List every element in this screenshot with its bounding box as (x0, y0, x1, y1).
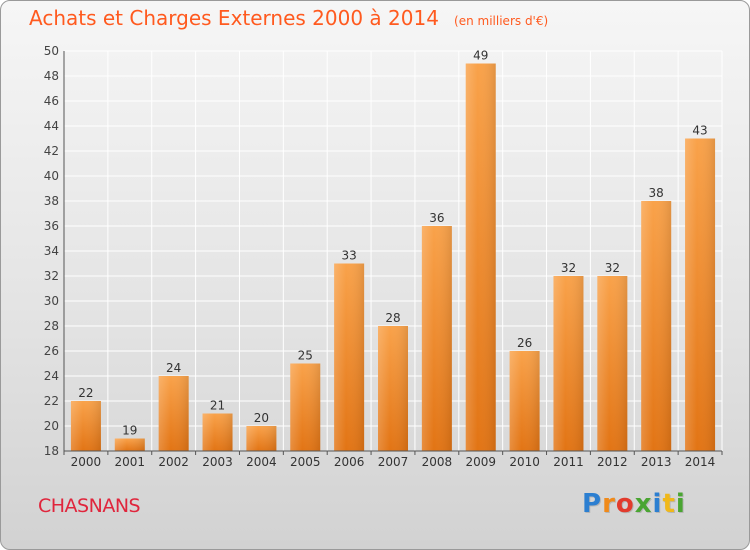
brand-letter: t (662, 489, 676, 519)
chart-subtitle: (en milliers d'€) (454, 14, 549, 28)
y-tick-label: 26 (44, 344, 59, 358)
chart-title: Achats et Charges Externes 2000 à 2014 (29, 6, 439, 30)
x-tick-label: 2001 (115, 455, 146, 469)
bar-shade (158, 376, 189, 451)
x-tick-label: 2013 (641, 455, 672, 469)
bar-value-label: 36 (429, 211, 444, 225)
brand-letter: x (634, 489, 653, 519)
y-tick-label: 22 (44, 394, 59, 408)
bar-shade (597, 276, 628, 451)
y-tick-label: 24 (44, 369, 59, 383)
x-tick-label: 2008 (422, 455, 453, 469)
bar-shade (114, 438, 145, 451)
bar-shade (465, 63, 496, 451)
bar-value-label: 25 (298, 349, 313, 363)
bar-value-label: 26 (517, 336, 532, 350)
brand-letter: r (602, 489, 616, 519)
x-tick-label: 2002 (158, 455, 189, 469)
bar-value-label: 38 (649, 186, 664, 200)
y-tick-label: 28 (44, 319, 59, 333)
bar-value-label: 43 (692, 124, 707, 138)
bar-value-label: 49 (473, 49, 488, 63)
x-tick-label: 2010 (509, 455, 540, 469)
y-tick-label: 50 (44, 44, 59, 58)
bar-shade (509, 351, 540, 451)
bar-shade (202, 413, 233, 451)
axes: 18 20 22 24 26 28 30 32 34 36 38 40 42 44 46 48 50 2000 20… (44, 44, 723, 469)
bar-value-label: 19 (122, 424, 137, 438)
bar-value-label: 28 (385, 311, 400, 325)
y-tick-label: 18 (44, 444, 59, 458)
bar-shade (70, 401, 101, 451)
bar-value-label: 24 (166, 361, 181, 375)
bar-value-label: 32 (605, 261, 620, 275)
x-tick-label: 2011 (553, 455, 584, 469)
x-tick-label: 2000 (71, 455, 102, 469)
brand-letter: o (615, 489, 635, 519)
bar-value-label: 22 (78, 386, 93, 400)
bar-shade (334, 263, 365, 451)
x-tick-label: 2005 (290, 455, 321, 469)
y-tick-label: 48 (44, 69, 59, 83)
bar-shade (290, 363, 321, 451)
brand-letter: P (582, 489, 603, 519)
x-tick-label: 2003 (202, 455, 233, 469)
bar-shade (378, 326, 408, 451)
x-tick-label: 2012 (597, 455, 628, 469)
y-tick-label: 20 (44, 419, 59, 433)
x-tick-label: 2009 (465, 455, 496, 469)
y-tick-label: 34 (44, 244, 59, 258)
x-tick-label: 2014 (685, 455, 716, 469)
y-tick-label: 46 (44, 94, 59, 108)
bar-value-label: 33 (341, 249, 356, 263)
bar-shade (641, 201, 672, 451)
bar-shade (553, 276, 584, 451)
x-tick-label: 2007 (378, 455, 409, 469)
y-tick-label: 36 (44, 219, 59, 233)
y-tick-label: 42 (44, 144, 59, 158)
brand-logo: Proxiti (582, 489, 686, 519)
y-tick-label: 44 (44, 119, 59, 133)
bar-shade (421, 226, 452, 451)
bars: 22 19 24 21 20 25 33 28 36 49 26 32 32 38 43 (70, 49, 716, 451)
bar-shade (246, 426, 277, 451)
x-tick-label: 2004 (246, 455, 277, 469)
x-tick-label: 2006 (334, 455, 365, 469)
bar-value-label: 21 (210, 399, 225, 413)
title-row: Achats et Charges Externes 2000 à 2014 (… (29, 6, 548, 30)
y-tick-label: 40 (44, 169, 59, 183)
y-tick-label: 30 (44, 294, 59, 308)
commune-name: CHASNANS (38, 495, 141, 517)
brand-letter: i (675, 489, 686, 519)
bar-value-label: 32 (561, 261, 576, 275)
y-tick-label: 32 (44, 269, 59, 283)
bar-value-label: 20 (254, 411, 269, 425)
brand-letter: i (652, 489, 663, 519)
bar-shade (685, 138, 716, 451)
y-tick-label: 38 (44, 194, 59, 208)
